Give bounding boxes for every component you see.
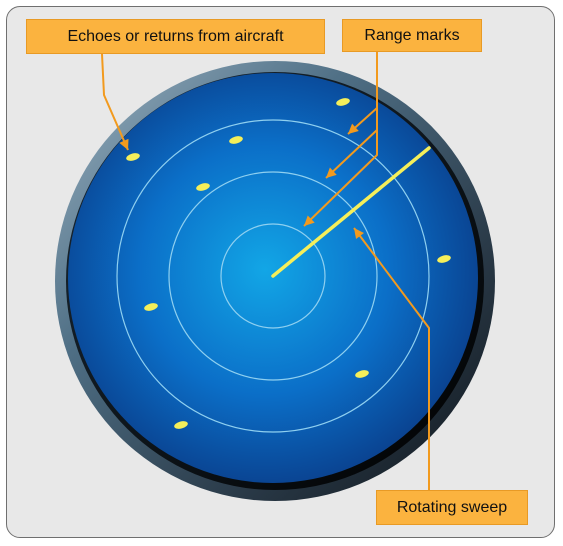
echo-blip [126, 153, 140, 161]
echo-blip [229, 136, 243, 144]
echoes [126, 98, 451, 429]
echo-blip [336, 98, 350, 106]
arrowhead-sweep [354, 228, 365, 239]
echo-blip [355, 370, 369, 378]
range-rings [116, 119, 430, 433]
range-ring-2 [168, 171, 378, 381]
range-ring-3 [116, 119, 430, 433]
echoes-callout-label: Echoes or returns from aircraft [26, 19, 325, 54]
scope-screen [68, 73, 478, 483]
range-leader-line-3 [303, 130, 378, 227]
arrowhead-echoes [119, 138, 129, 150]
sweep-leader-line [353, 227, 430, 490]
leader-arrowheads [119, 123, 365, 239]
echo-blip [174, 421, 188, 429]
echo-blip [144, 303, 158, 311]
rotating-sweep-line [271, 146, 431, 278]
echo-blip [437, 255, 451, 263]
arrowhead-range-3 [304, 215, 315, 226]
arrowhead-range-1 [348, 123, 359, 134]
range-marks-callout-label: Range marks [342, 19, 482, 52]
echoes-leader-line [101, 53, 129, 151]
leader-lines [101, 52, 430, 490]
rotating-sweep-callout-label: Rotating sweep [376, 490, 528, 525]
arrowhead-range-2 [326, 167, 337, 178]
range-ring-1 [220, 223, 326, 329]
echo-blip [196, 183, 210, 191]
